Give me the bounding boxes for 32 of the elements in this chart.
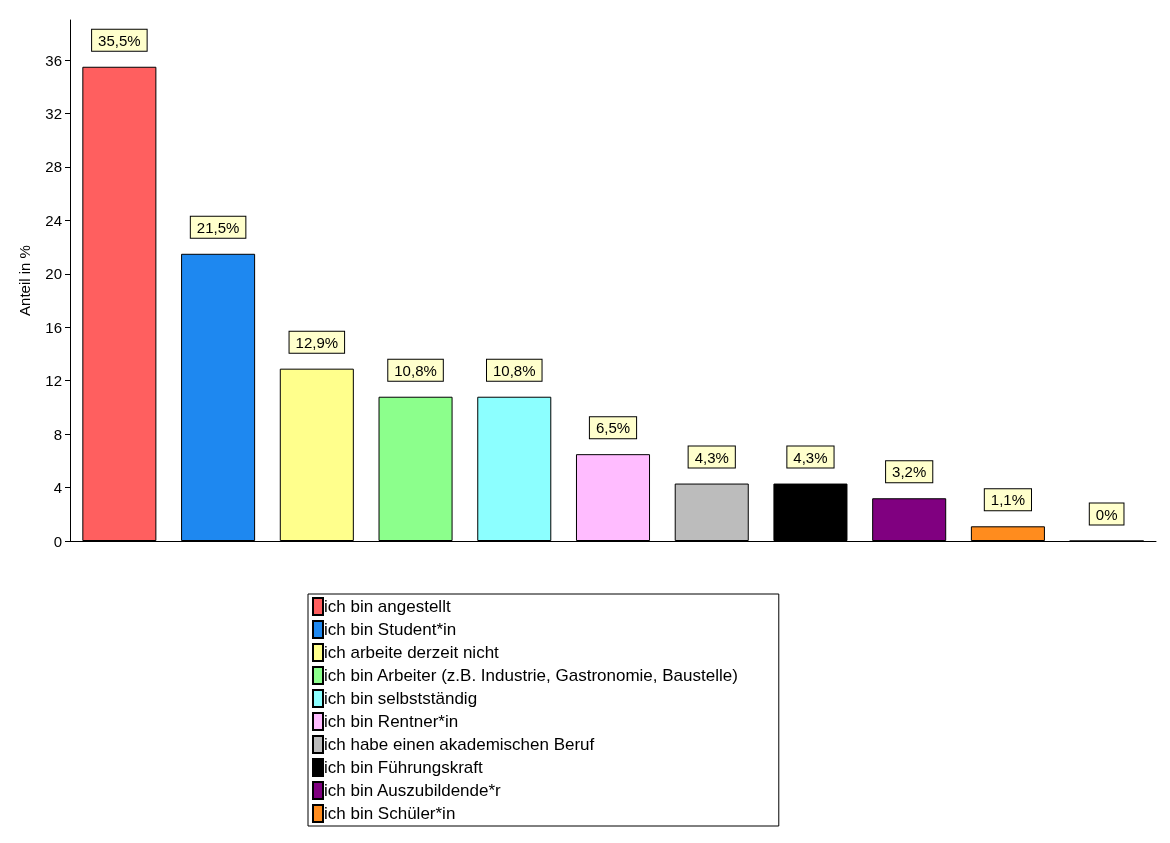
y-tick-label: 20	[45, 265, 62, 283]
y-tick-label: 0	[53, 532, 62, 550]
y-tick-label: 16	[45, 318, 62, 336]
legend-label: ich bin Rentner*in	[324, 712, 459, 731]
data-label: 35,5%	[98, 31, 141, 49]
legend-label: ich arbeite derzeit nicht	[324, 643, 500, 662]
data-label: 6,5%	[595, 419, 631, 437]
data-label: 0%	[1095, 505, 1118, 523]
y-tick-label: 8	[53, 425, 62, 443]
data-label: 3,2%	[892, 463, 927, 481]
data-label: 4,3%	[793, 448, 828, 466]
data-label: 1,1%	[990, 491, 1026, 509]
y-tick-label: 12	[45, 372, 62, 390]
legend-label: ich habe einen akademischen Beruf	[324, 735, 595, 754]
legend-label: ich bin angestellt	[324, 597, 451, 616]
y-tick-label: 24	[45, 211, 62, 229]
y-tick-label: 4	[53, 479, 62, 497]
y-tick-label: 36	[45, 51, 62, 69]
y-axis-title: Anteil in %	[16, 245, 33, 316]
legend-label: ich bin Schüler*in	[324, 804, 456, 823]
legend-label: ich bin Auszubildende*r	[324, 781, 502, 800]
data-label: 21,5%	[196, 218, 240, 236]
legend-label: ich bin Führungskraft	[324, 758, 484, 777]
data-label: 4,3%	[694, 448, 729, 466]
y-tick-label: 28	[45, 158, 62, 176]
data-label: 10,8%	[394, 361, 437, 379]
legend-label: ich bin Arbeiter (z.B. Industrie, Gastronomie, Baustelle)	[324, 666, 738, 685]
data-label: 12,9%	[295, 333, 339, 351]
data-label: 10,8%	[493, 361, 536, 379]
legend-label: ich bin selbstständig	[324, 689, 478, 708]
y-tick-label: 32	[45, 105, 62, 123]
legend-label: ich bin Student*in	[324, 620, 457, 639]
